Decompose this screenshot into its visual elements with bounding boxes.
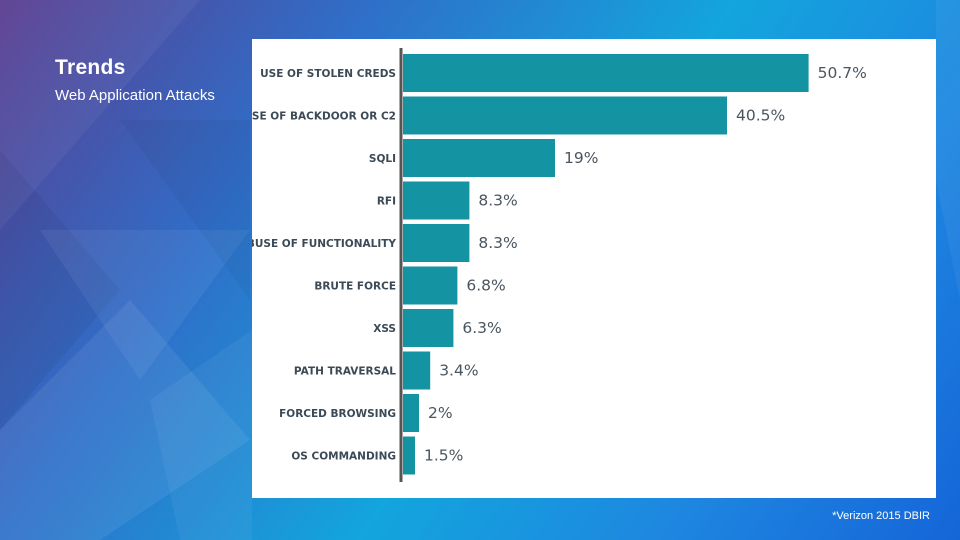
bar [403,54,809,92]
category-label: XSS [373,323,396,335]
category-label: OS COMMANDING [291,451,396,463]
bar [403,224,470,262]
source-footnote: *Verizon 2015 DBIR [832,510,930,522]
bar-chart: USE OF STOLEN CREDS 50.7% USE OF BACKDOOR … [252,48,867,482]
value-label: 1.5% [424,447,463,465]
category-label: PATH TRAVERSAL [294,366,396,378]
value-label: 8.3% [478,192,517,210]
category-label: FORCED BROWSING [279,408,396,420]
bar [403,139,555,177]
bar [403,266,458,305]
chart-panel: USE OF STOLEN CREDS 50.7% USE OF BACKDOOR … [252,39,936,498]
slide-title: Trends [55,56,126,79]
category-label: RFI [377,196,396,208]
category-label: BRUTE FORCE [314,281,396,293]
value-label: 8.3% [478,234,517,252]
value-label: 40.5% [736,107,785,125]
bar [403,394,419,432]
value-label: 6.3% [462,319,501,337]
bar [403,436,415,475]
bar [403,309,454,347]
bar [403,96,727,135]
category-label: USE OF STOLEN CREDS [260,68,396,80]
value-label: 50.7% [818,64,867,82]
slide-subtitle: Web Application Attacks [55,87,215,104]
category-label: USE OF BACKDOOR OR C2 [252,111,396,123]
value-label: 19% [564,149,598,167]
category-label: SQLI [369,153,396,165]
value-label: 2% [428,404,453,422]
value-label: 3.4% [439,362,478,380]
bar [403,181,470,220]
bar [403,351,431,390]
category-label: ABUSE OF FUNCTIONALITY [252,238,396,250]
value-label: 6.8% [466,277,505,295]
